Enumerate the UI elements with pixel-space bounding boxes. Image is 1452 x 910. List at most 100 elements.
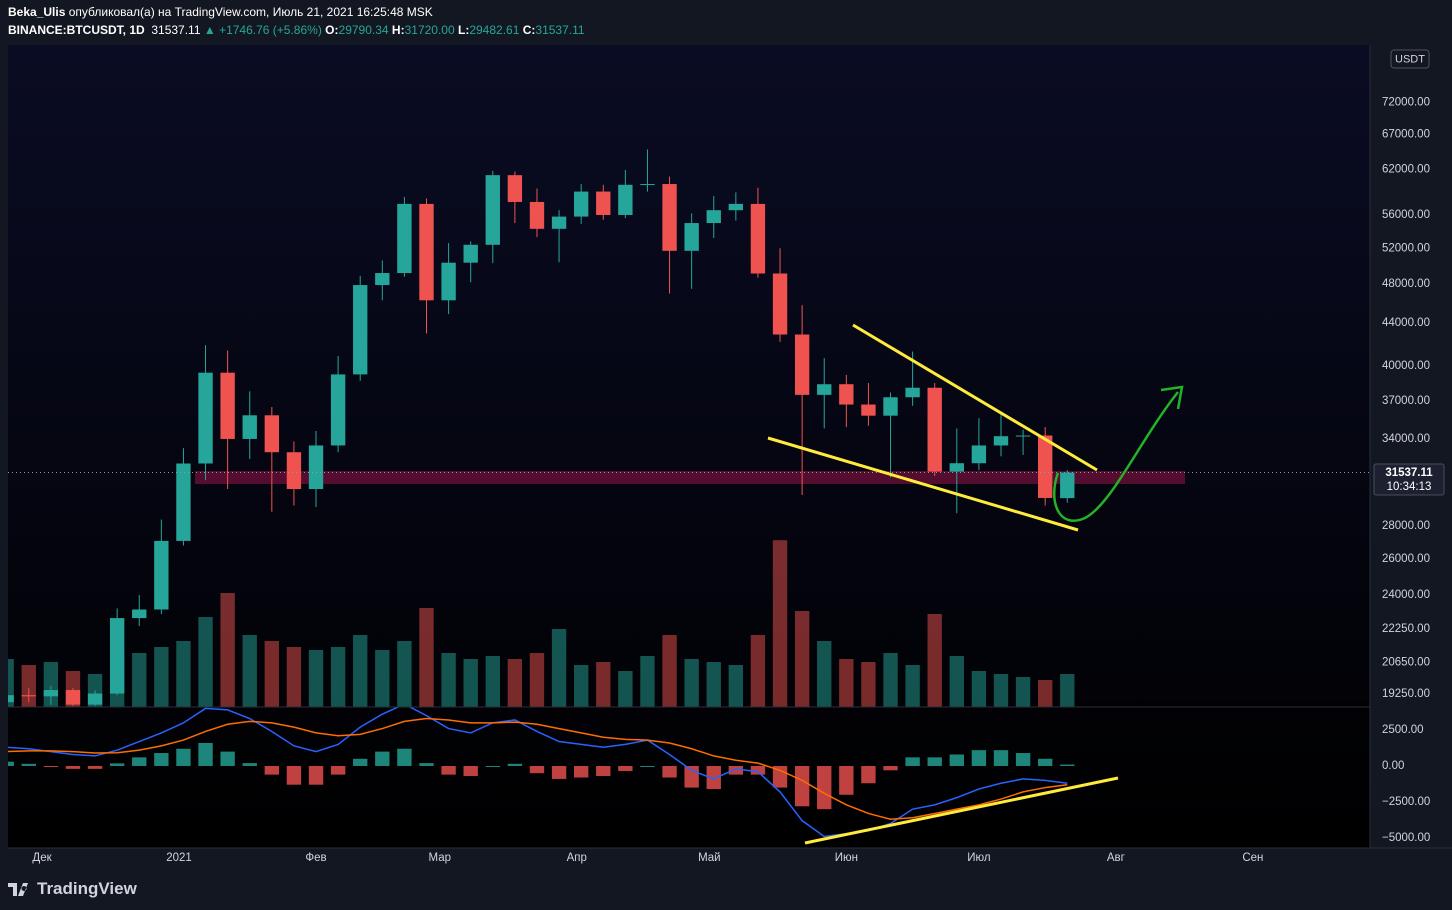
published: опубликовал(а) на TradingView.com, Июль … bbox=[68, 5, 433, 19]
symbol: BINANCE:BTCUSDT, 1D bbox=[8, 23, 145, 37]
candle-body bbox=[441, 262, 456, 301]
candle-body bbox=[286, 452, 302, 490]
macd-histogram-bar bbox=[330, 765, 346, 775]
candle-body bbox=[927, 387, 942, 472]
y-tick-label: 48000.00 bbox=[1382, 278, 1430, 290]
y-tick-label: 44000.00 bbox=[1382, 317, 1430, 329]
x-tick-label: Авг bbox=[1107, 852, 1125, 864]
candle-body bbox=[706, 210, 721, 224]
volume-bar bbox=[8, 659, 14, 707]
macd-histogram-bar bbox=[397, 748, 412, 766]
x-tick-label: Сен bbox=[1242, 852, 1263, 864]
candle-body bbox=[87, 693, 103, 705]
volume-bar bbox=[242, 635, 257, 707]
macd-histogram-bar bbox=[375, 751, 390, 766]
x-tick-label: 2021 bbox=[166, 852, 192, 864]
macd-histogram-bar bbox=[65, 765, 81, 769]
macd-histogram-bar bbox=[463, 765, 478, 777]
macd-histogram-bar bbox=[949, 754, 964, 766]
o: 29790.34 bbox=[338, 23, 389, 37]
candle-body bbox=[662, 184, 677, 251]
candle-body bbox=[1015, 435, 1031, 437]
volume-bar bbox=[839, 659, 854, 707]
header: Beka_Ulis опубликовал(а) на TradingView.… bbox=[8, 3, 585, 39]
volume-bar bbox=[993, 674, 1009, 707]
y-tick-label: 52000.00 bbox=[1382, 242, 1430, 254]
macd-histogram-bar bbox=[529, 765, 545, 774]
candle-body bbox=[993, 436, 1009, 446]
x-tick-label: Июн bbox=[835, 852, 858, 864]
candle-body bbox=[397, 203, 412, 274]
trend-line bbox=[852, 323, 1098, 472]
macd-histogram-bar bbox=[1015, 753, 1031, 766]
header-line-1: Beka_Ulis опубликовал(а) на TradingView.… bbox=[8, 3, 585, 21]
currency: USDT bbox=[1395, 53, 1425, 65]
candle-body bbox=[596, 191, 611, 215]
candle-body bbox=[839, 384, 854, 405]
y-tick-label: 62000.00 bbox=[1382, 163, 1430, 175]
volume-bar bbox=[463, 659, 478, 707]
macd-histogram-bar bbox=[706, 765, 721, 790]
volume-bar bbox=[573, 665, 589, 707]
price-pane bbox=[8, 149, 1370, 707]
volume-bar bbox=[375, 650, 390, 707]
candle-body bbox=[618, 184, 633, 215]
volume-bar bbox=[441, 653, 456, 707]
last: 31537.11 bbox=[151, 23, 201, 37]
candle-body bbox=[308, 445, 324, 490]
candle-body bbox=[109, 618, 125, 694]
candle-body bbox=[551, 216, 567, 229]
volume-bar bbox=[662, 635, 677, 707]
volume-bar bbox=[176, 641, 191, 707]
x-tick-label: Фев bbox=[305, 852, 326, 864]
macd-histogram-bar bbox=[551, 765, 567, 779]
volume-bar bbox=[198, 617, 213, 707]
y-tick-label: 19250.00 bbox=[1382, 688, 1430, 700]
volume-bar bbox=[927, 614, 942, 707]
macd-pane bbox=[8, 707, 1075, 838]
macd-histogram-bar bbox=[176, 748, 191, 766]
candle-body bbox=[728, 203, 744, 211]
macd-tick-label: 2500.00 bbox=[1382, 724, 1424, 736]
h-label: H: bbox=[391, 23, 405, 37]
y-tick-label: 56000.00 bbox=[1382, 209, 1430, 221]
macd-histogram-bar bbox=[87, 765, 103, 769]
macd-histogram-bar bbox=[750, 765, 766, 775]
candle-body bbox=[21, 695, 36, 697]
volume-bar bbox=[883, 653, 898, 707]
author: Beka_Ulis bbox=[8, 5, 66, 19]
y-tick-label: 34000.00 bbox=[1382, 433, 1430, 445]
trend-line bbox=[767, 436, 1079, 532]
volume-bar bbox=[397, 641, 412, 707]
volume-bar bbox=[905, 665, 920, 707]
volume-bar bbox=[1060, 674, 1075, 707]
candle-body bbox=[817, 384, 832, 395]
macd-histogram-bar bbox=[21, 763, 36, 766]
macd-histogram-bar bbox=[220, 751, 235, 766]
macd-histogram-bar bbox=[419, 763, 434, 766]
x-tick-label: Июл bbox=[967, 852, 990, 864]
candle-body bbox=[529, 201, 545, 229]
l: 29482.61 bbox=[469, 23, 520, 37]
currency-badge bbox=[1390, 49, 1430, 69]
candle-body bbox=[176, 463, 191, 541]
forecast-arrowhead bbox=[1160, 385, 1184, 410]
volume-bar bbox=[750, 635, 766, 707]
o-label: O: bbox=[325, 23, 339, 37]
candle-body bbox=[220, 372, 235, 439]
candle-body bbox=[463, 244, 478, 263]
volume-bar bbox=[308, 650, 324, 707]
y-tick-label: 24000.00 bbox=[1382, 589, 1430, 601]
candle-body bbox=[8, 695, 14, 703]
macd-histogram-bar bbox=[154, 753, 169, 766]
y-tick-label: 72000.00 bbox=[1382, 96, 1430, 108]
macd-histogram-bar bbox=[927, 757, 942, 766]
macd-histogram-bar bbox=[905, 757, 920, 766]
volume-bar bbox=[684, 659, 699, 707]
macd-histogram-bar bbox=[43, 765, 59, 767]
price-tag-countdown: 10:34:13 bbox=[1387, 481, 1432, 493]
macd-histogram-bar bbox=[485, 765, 500, 767]
x-tick-label: Дек bbox=[32, 852, 52, 864]
change: ▲ +1746.76 (+5.86%) bbox=[203, 23, 322, 37]
macd-histogram-bar bbox=[109, 763, 125, 766]
